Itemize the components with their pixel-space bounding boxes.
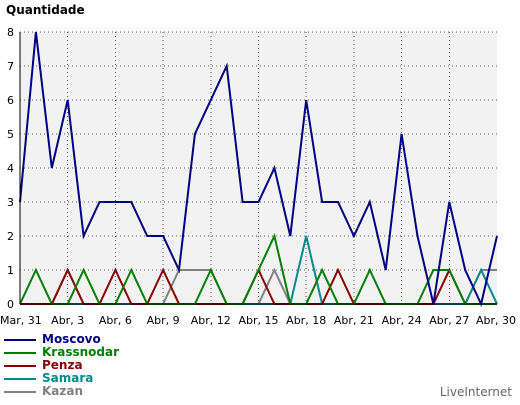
y-tick-label: 0 — [7, 298, 14, 311]
y-tick-label: 3 — [7, 196, 14, 209]
x-tick-label: Mar, 31 — [0, 314, 42, 327]
y-tick-label: 7 — [7, 60, 14, 73]
x-tick-label: Abr, 24 — [382, 314, 422, 327]
legend-item-krassnodar: Krassnodar — [4, 346, 119, 359]
legend-swatch — [4, 364, 36, 367]
y-tick-label: 1 — [7, 264, 14, 277]
legend-label: Kazan — [42, 384, 84, 398]
chart-legend: Moscovo Krassnodar Penza Samara Kazan — [4, 333, 119, 398]
legend-item-samara: Samara — [4, 372, 119, 385]
legend-swatch — [4, 351, 36, 354]
series-line-moscovo — [19, 31, 498, 308]
legend-label: Samara — [42, 371, 94, 385]
legend-swatch — [4, 338, 36, 341]
x-tick-label: Abr, 18 — [286, 314, 326, 327]
y-tick-label: 4 — [7, 162, 14, 175]
legend-label: Penza — [42, 358, 83, 372]
legend-item-penza: Penza — [4, 359, 119, 372]
brand-label: LiveInternet — [439, 385, 512, 399]
legend-label: Krassnodar — [42, 345, 119, 359]
y-tick-label: 5 — [7, 128, 14, 141]
x-tick-label: Abr, 27 — [429, 314, 469, 327]
x-tick-label: Abr, 21 — [334, 314, 374, 327]
legend-item-kazan: Kazan — [4, 385, 119, 398]
x-tick-label: Abr, 30 — [476, 314, 516, 327]
y-tick-label: 6 — [7, 94, 14, 107]
x-tick-label: Abr, 9 — [147, 314, 180, 327]
x-tick-label: Abr, 3 — [51, 314, 84, 327]
y-tick-label: 8 — [7, 26, 14, 39]
chart-title: Quantidade — [6, 3, 85, 17]
x-tick-label: Abr, 12 — [191, 314, 231, 327]
x-tick-label: Abr, 15 — [238, 314, 278, 327]
x-tick-label: Abr, 6 — [99, 314, 132, 327]
legend-label: Moscovo — [42, 332, 101, 346]
legend-item-moscovo: Moscovo — [4, 333, 119, 346]
legend-swatch — [4, 377, 36, 380]
y-tick-label: 2 — [7, 230, 14, 243]
legend-swatch — [4, 390, 36, 393]
